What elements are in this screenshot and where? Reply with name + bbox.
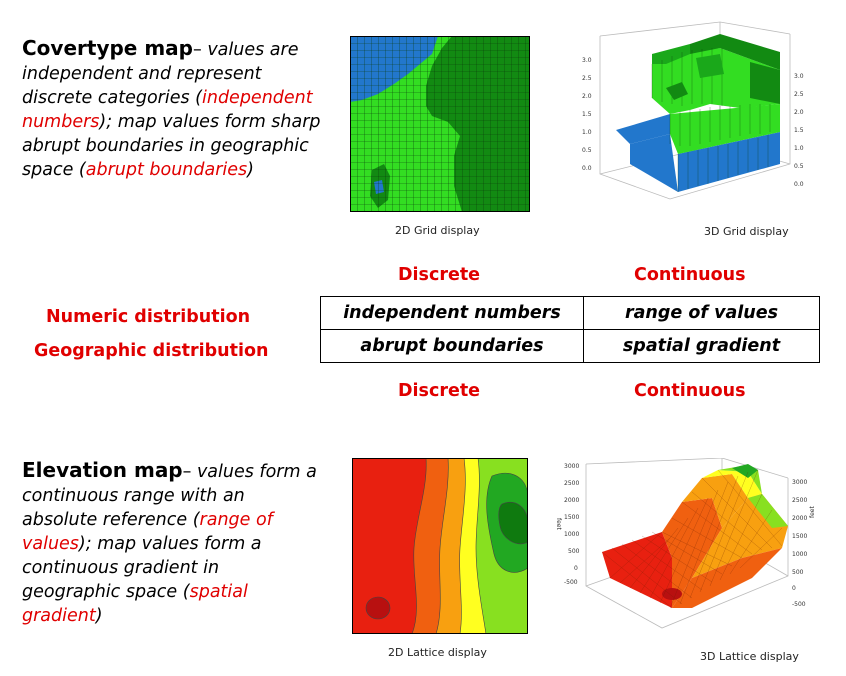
grid3d-right-tick: 0.0 bbox=[794, 181, 804, 188]
grid3d-right-tick: 2.0 bbox=[794, 109, 804, 116]
elevation-dash: – bbox=[182, 462, 197, 482]
cell-independent-numbers: independent numbers bbox=[320, 296, 584, 330]
grid3d-right-tick: 3.0 bbox=[794, 73, 804, 80]
lat3d-left-tick: -500 bbox=[564, 579, 578, 586]
covertype-text-1: values are independent and represent dis… bbox=[22, 40, 299, 108]
lat3d-right-tick: -500 bbox=[792, 601, 806, 608]
lat3d-left-unit: feet bbox=[555, 518, 562, 530]
grid3d-right-tick: 1.0 bbox=[794, 145, 804, 152]
covertype-text-3: ) bbox=[247, 160, 254, 180]
lat3d-right-tick: 0 bbox=[792, 585, 796, 592]
column-header-continuous-bottom: Continuous bbox=[634, 381, 746, 401]
covertype-highlight-2: abrupt boundaries bbox=[85, 160, 248, 180]
lat3d-right-tick: 1500 bbox=[792, 533, 807, 540]
lattice-2d-caption: 2D Lattice display bbox=[388, 646, 487, 659]
lattice-3d-caption: 3D Lattice display bbox=[700, 650, 799, 663]
lat3d-right-tick: 2000 bbox=[792, 515, 807, 522]
elevation-highlight-2: spatial gradient bbox=[22, 582, 248, 626]
grid-2d-map bbox=[350, 36, 530, 212]
grid3d-right-tick: 0.5 bbox=[794, 163, 804, 170]
matrix-row-numeric: independent numbers range of values bbox=[320, 296, 820, 330]
matrix-row-geographic: abrupt boundaries spatial gradient bbox=[320, 329, 820, 363]
grid-3d-caption: 3D Grid display bbox=[704, 225, 789, 238]
lat3d-right-unit: feet bbox=[809, 506, 816, 518]
elevation-title: Elevation map bbox=[22, 458, 183, 482]
grid3d-left-tick: 2.5 bbox=[582, 75, 592, 82]
lattice-2d-map bbox=[352, 458, 528, 634]
lat3d-left-tick: 1000 bbox=[564, 531, 579, 538]
lat3d-left-tick: 3000 bbox=[564, 463, 579, 470]
grid3d-left-tick: 2.0 bbox=[582, 93, 592, 100]
lat3d-left-tick: 500 bbox=[568, 548, 580, 555]
lat3d-right-tick: 500 bbox=[792, 569, 804, 576]
elevation-highlight-1: range of values bbox=[22, 510, 273, 554]
grid3d-right-tick: 1.5 bbox=[794, 127, 804, 134]
elevation-text-2: ); map values form a continuous gradient… bbox=[22, 534, 262, 602]
cell-spatial-gradient: spatial gradient bbox=[583, 329, 820, 363]
lat3d-left-tick: 2500 bbox=[564, 480, 579, 487]
covertype-highlight-1: independent numbers bbox=[22, 88, 313, 132]
row-label-numeric: Numeric distribution bbox=[46, 307, 251, 327]
grid-3d-surface: 3.0 2.5 2.0 1.5 1.0 0.5 0.0 3.0 2.5 2.0 … bbox=[582, 21, 804, 200]
cell-abrupt-boundaries: abrupt boundaries bbox=[320, 329, 584, 363]
grid3d-left-tick: 1.0 bbox=[582, 129, 592, 136]
covertype-description: Covertype map– values are independent an… bbox=[22, 36, 322, 182]
grid-2d-caption: 2D Grid display bbox=[395, 224, 480, 237]
distribution-matrix: independent numbers range of values abru… bbox=[320, 296, 820, 363]
grid3d-left-tick: 3.0 bbox=[582, 57, 592, 64]
column-header-discrete-bottom: Discrete bbox=[398, 381, 481, 401]
grid3d-left-tick: 1.5 bbox=[582, 111, 592, 118]
lattice-3d-surface: 3000 2500 2000 1500 1000 500 0 -500 3000… bbox=[555, 458, 816, 629]
column-header-continuous-top: Continuous bbox=[634, 265, 746, 285]
grid3d-left-tick: 0.5 bbox=[582, 147, 592, 154]
lat3d-left-tick: 2000 bbox=[564, 497, 579, 504]
lat3d-right-tick: 1000 bbox=[792, 551, 807, 558]
elevation-description: Elevation map– values form a continuous … bbox=[22, 458, 322, 628]
covertype-dash: – bbox=[192, 40, 208, 60]
covertype-text-2: ); map values form sharp abrupt boundari… bbox=[22, 112, 321, 180]
row-label-geographic: Geographic distribution bbox=[34, 341, 269, 361]
lat3d-right-tick: 2500 bbox=[792, 497, 807, 504]
lat3d-left-tick: 0 bbox=[574, 565, 578, 572]
grid3d-right-tick: 2.5 bbox=[794, 91, 804, 98]
covertype-title: Covertype map bbox=[22, 36, 193, 60]
grid3d-left-tick: 0.0 bbox=[582, 165, 592, 172]
column-header-discrete-top: Discrete bbox=[398, 265, 481, 285]
lat3d-left-tick: 1500 bbox=[564, 514, 579, 521]
elevation-text-1: values form a continuous range with an a… bbox=[22, 462, 317, 530]
elevation-text-3: ) bbox=[95, 606, 103, 626]
cell-range-of-values: range of values bbox=[583, 296, 820, 330]
lat3d-right-tick: 3000 bbox=[792, 479, 807, 486]
